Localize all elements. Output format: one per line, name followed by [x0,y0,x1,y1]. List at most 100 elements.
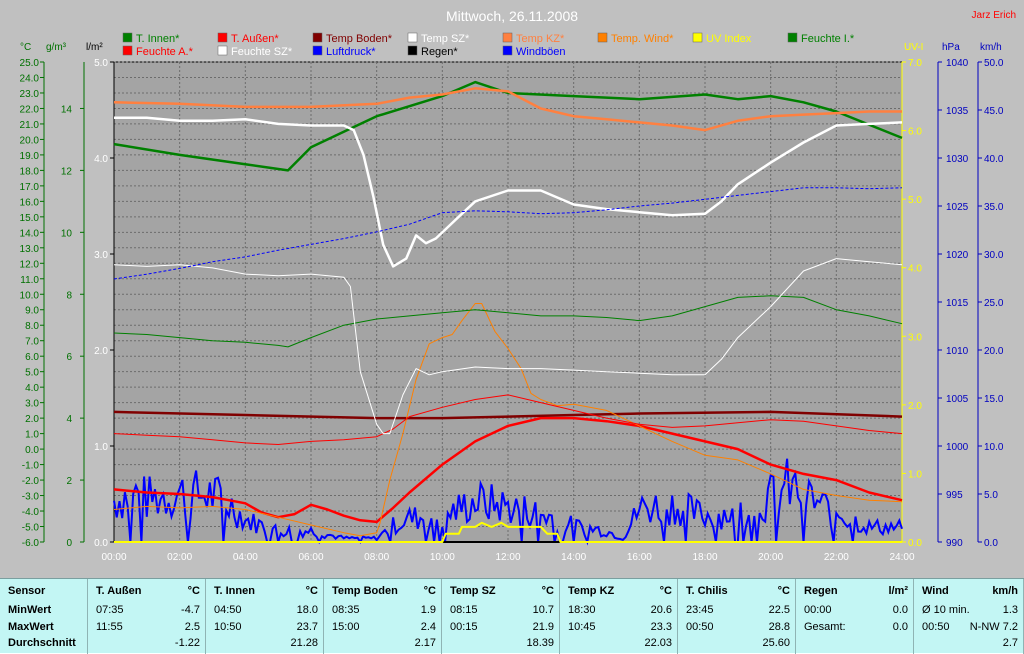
stats-cell: Wind [922,585,949,597]
stats-cell: 21.9 [532,621,554,633]
stats-cell: 2.5 [184,621,200,633]
rain-tick-label: 1.0 [94,442,108,453]
legend-swatch [122,45,133,56]
uv-axis-unit: UV-I [904,42,923,53]
stats-cell: Temp SZ [450,585,496,597]
uv-tick-label: 6.0 [908,127,922,138]
press-tick-label: 1005 [946,394,969,405]
t_wind-line [113,303,903,537]
uv-index-line [114,521,902,543]
legend-swatch [217,45,228,56]
legend-swatch [312,32,323,43]
wind-tick-label: 40.0 [984,154,1004,165]
legend-label: T. Innen* [136,33,180,45]
stats-cell: °C [541,585,554,597]
x-tick-label: 02:00 [167,552,192,563]
stats-cell: 00:00 [804,604,832,616]
stats-cell: 2.4 [420,621,436,633]
press-tick-label: 1035 [946,106,969,117]
wind-tick-label: 50.0 [984,58,1004,69]
temp-tick-label: -2.0 [22,476,40,487]
stats-cell: °C [777,585,790,597]
t_aussen-line [113,416,903,524]
wind-tick-label: 45.0 [984,106,1004,117]
stats-cell: 00:50 [686,621,714,633]
legend-label: Temp Boden* [326,33,393,45]
hum-tick-label: 8 [66,290,72,301]
stats-cell: Gesamt: [804,621,846,633]
temp-tick-label: 9.0 [25,306,39,317]
temp-axis-unit: °C [20,42,31,53]
chart-title: Mittwoch, 26.11.2008 [446,8,578,24]
temp-tick-label: 7.0 [25,337,39,348]
legend-label: Regen* [421,46,458,58]
stats-cell: N-NW 7.2 [969,621,1018,633]
hum-tick-label: 2 [66,476,72,487]
stats-cell: 21.28 [290,637,318,649]
temp-tick-label: -3.0 [22,492,40,503]
x-tick-label: 10:00 [430,552,455,563]
stats-cell: 20.6 [650,604,672,616]
legend-swatch [312,45,323,56]
uv-tick-label: 3.0 [908,332,922,343]
stats-column: Temp Boden °C 08:35 15:00 1.9 2.4 2.17 [324,579,442,654]
stats-cell: °C [305,585,318,597]
temp-tick-label: 12.0 [20,259,40,270]
x-tick-label: 16:00 [627,552,652,563]
stats-cell: Temp Boden [332,585,398,597]
wind-tick-label: 10.0 [984,442,1004,453]
stats-column: Sensor MinWert MaxWert Durchschnitt [0,579,88,654]
temp-tick-label: 5.0 [25,368,39,379]
stats-cell: 2.17 [414,637,436,649]
windboeen-line [113,458,903,546]
stats-cell: Sensor [8,585,46,597]
rain-tick-label: 0.0 [94,538,108,549]
feuchte_i-line [113,295,903,348]
temp-tick-label: 22.0 [20,104,40,115]
stats-cell: 22.03 [644,637,672,649]
uv-tick-label: 1.0 [908,469,922,480]
temp-tick-label: -1.0 [22,461,40,472]
temp-tick-label: 18.0 [20,166,40,177]
temp-tick-label: 24.0 [20,73,40,84]
feuchte_a-line [113,394,903,445]
t_kz-line [113,87,902,132]
wind-tick-label: 30.0 [984,250,1004,261]
stats-cell: 18:30 [568,604,596,616]
hum-tick-label: 6 [66,352,72,363]
legend-swatch [597,32,608,43]
temp-tick-label: 8.0 [25,321,39,332]
stats-cell: 10.7 [532,604,554,616]
stats-column: T. Chilis °C 23:45 00:50 22.5 28.8 25.60 [678,579,796,654]
legend-label: Feuchte A.* [136,46,194,58]
t_sz-line [114,116,903,268]
hum-tick-label: 14 [61,104,73,115]
temp-tick-label: -5.0 [22,523,40,534]
legend-label: Temp SZ* [421,33,470,45]
press-tick-label: 995 [946,490,963,501]
x-tick-label: 04:00 [233,552,258,563]
stats-column: Wind km/h Ø 10 min. 00:50 1.3 N-NW 7.2 2.7 [914,579,1024,654]
temp-tick-label: 3.0 [25,399,39,410]
stats-cell: 10:45 [568,621,596,633]
legend-swatch [122,32,133,43]
stats-cell: °C [423,585,436,597]
uv-tick-label: 0.0 [908,538,922,549]
press-tick-label: 990 [946,538,963,549]
wind-tick-label: 0.0 [984,538,998,549]
legend-swatch [787,32,798,43]
stats-cell: 0.0 [892,621,908,633]
uv-tick-label: 5.0 [908,195,922,206]
press-tick-label: 1030 [946,154,969,165]
hum-axis-unit: g/m³ [46,42,67,53]
hum-tick-label: 0 [66,538,72,549]
stats-cell: T. Chilis [686,585,728,597]
press-tick-label: 1010 [946,346,969,357]
stats-cell: 10:50 [214,621,242,633]
rain-axis-unit: l/m² [86,42,103,53]
temp-tick-label: 20.0 [20,135,40,146]
x-tick-label: 06:00 [298,552,323,563]
legend-label: Temp KZ* [516,33,565,45]
stats-cell: Durchschnitt [8,637,76,649]
temp-tick-label: -4.0 [22,507,40,518]
